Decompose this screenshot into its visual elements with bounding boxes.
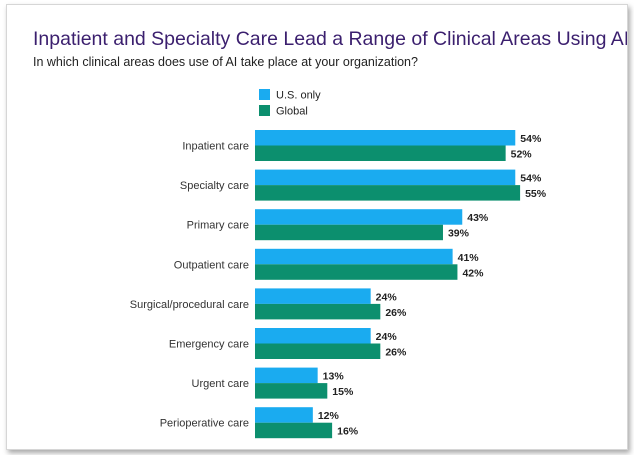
bar [255, 422, 333, 439]
category-label: Primary care [187, 220, 249, 232]
data-label: 52% [511, 149, 533, 161]
bar [255, 303, 381, 320]
data-label: 41% [458, 252, 480, 264]
bar [255, 224, 443, 241]
bar [255, 367, 318, 384]
legend-swatch [259, 105, 270, 116]
bar [255, 185, 521, 201]
chart-title: Inpatient and Specialty Care Lead a Rang… [33, 28, 628, 50]
legend-swatch [259, 89, 270, 100]
data-label: 24% [376, 331, 398, 343]
data-label: 55% [525, 188, 547, 200]
data-label: 16% [337, 426, 359, 438]
bar-chart: U.S. only Global Inpatient care 54% 52% Speci… [130, 89, 547, 439]
data-label: 39% [448, 228, 470, 240]
bar [255, 383, 328, 399]
category-label: Specialty care [180, 180, 249, 192]
bar [255, 264, 458, 280]
chart-subtitle: In which clinical areas does use of AI t… [33, 55, 418, 69]
bar [255, 407, 313, 423]
bar [255, 209, 463, 225]
data-label: 54% [520, 173, 542, 185]
data-label: 54% [520, 133, 542, 145]
bar [255, 145, 506, 161]
data-label: 12% [318, 410, 340, 422]
data-label: 13% [323, 371, 345, 383]
category-label: Surgical/procedural care [130, 299, 249, 311]
bar [255, 169, 516, 186]
bar [255, 130, 516, 146]
bar [255, 343, 381, 359]
bar [255, 288, 371, 304]
category-label: Emergency care [169, 339, 249, 351]
data-label: 26% [385, 347, 407, 359]
category-label: Perioperative care [160, 418, 249, 430]
data-label: 43% [467, 212, 489, 224]
data-label: 42% [462, 267, 484, 279]
category-label: Urgent care [192, 378, 249, 390]
category-label: Outpatient care [174, 259, 249, 271]
data-label: 24% [376, 291, 398, 303]
category-label: Inpatient care [182, 141, 249, 153]
legend-label: U.S. only [276, 90, 321, 102]
bar [255, 248, 453, 265]
data-label: 15% [332, 386, 354, 398]
bar [255, 328, 371, 344]
data-label: 26% [385, 307, 407, 319]
chart-frame: Inpatient and Specialty Care Lead a Rang… [6, 4, 628, 450]
legend-label: Global [276, 106, 308, 118]
